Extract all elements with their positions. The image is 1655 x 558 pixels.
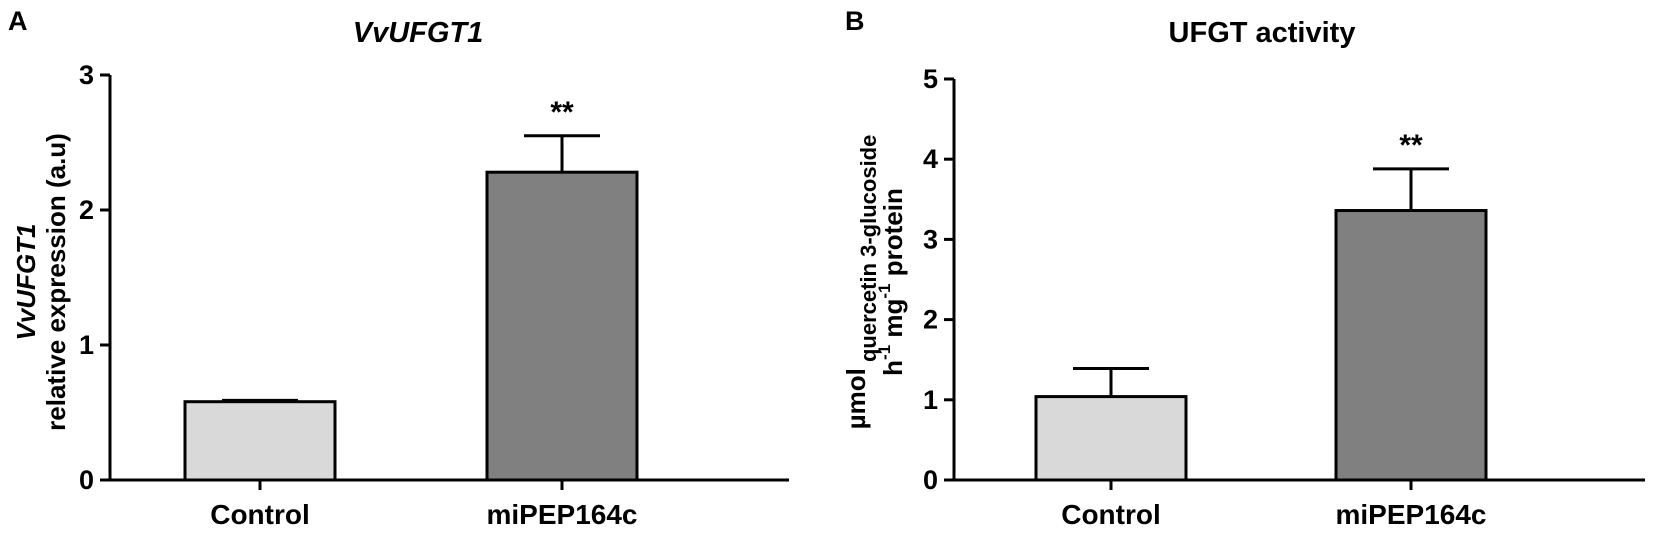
bar-mipep164c [485, 170, 639, 482]
y-tick-label: 2 [79, 195, 94, 225]
bar-control [1034, 395, 1188, 482]
y-axis-label: µmol quercetin 3-glucoside [841, 135, 881, 430]
y-axis-label-part: relative expression (a.u) [41, 133, 71, 431]
y-axis-label-part: h [878, 360, 908, 376]
significance-marker: ** [1399, 129, 1423, 162]
panel-letter: A [8, 6, 28, 36]
panel-letter: B [845, 6, 865, 36]
y-axis-label: relative expression (a.u) [41, 133, 71, 431]
y-tick-label: 4 [923, 144, 938, 174]
y-tick-label: 0 [79, 465, 94, 495]
y-tick-label: 2 [923, 305, 938, 335]
y-axis-label: VvUFGT1 [11, 223, 41, 340]
y-axis-label-part: protein [878, 188, 908, 283]
y-axis-label-part: mg [878, 299, 908, 345]
bar-mipep164c [1334, 209, 1488, 482]
y-tick-label: 0 [923, 465, 938, 495]
y-axis-label-part: -1 [875, 283, 894, 298]
category-label: miPEP164c [487, 499, 638, 530]
bar-control [183, 400, 337, 482]
category-label: Control [210, 499, 310, 530]
y-axis-label-part: quercetin 3-glucoside [856, 135, 881, 369]
y-tick-label: 3 [79, 60, 94, 90]
y-axis-label-part: µmol [841, 368, 871, 429]
y-axis-label-part: VvUFGT1 [11, 223, 41, 340]
y-tick-label: 3 [923, 224, 938, 254]
category-label: Control [1061, 499, 1161, 530]
y-axis-label-part: -1 [875, 345, 894, 360]
chart-title: VvUFGT1 [353, 17, 484, 49]
y-tick-label: 1 [923, 385, 938, 415]
chart-title: UFGT activity [1169, 17, 1356, 49]
category-label: miPEP164c [1336, 499, 1487, 530]
y-tick-label: 1 [79, 330, 94, 360]
significance-marker: ** [550, 96, 574, 129]
y-tick-label: 5 [923, 64, 938, 94]
y-axis-label: h-1 mg-1 protein [875, 188, 908, 376]
